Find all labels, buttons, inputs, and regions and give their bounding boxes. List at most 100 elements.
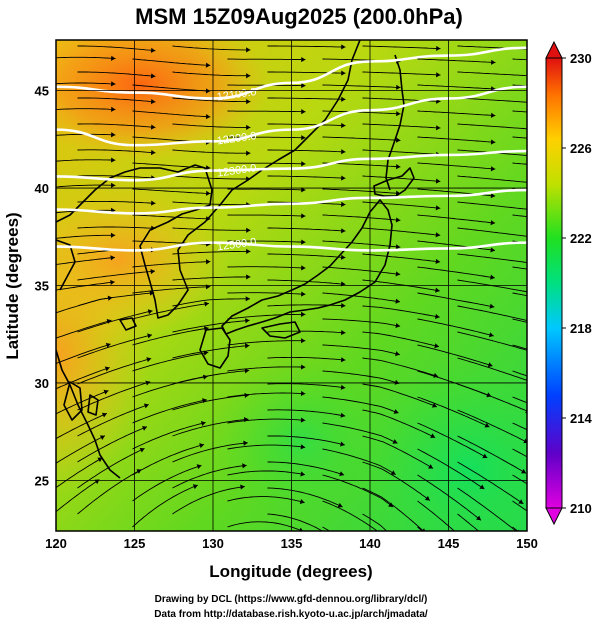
streamline-arrow <box>150 124 156 130</box>
streamline <box>417 474 482 521</box>
streamline-arrow <box>341 303 346 309</box>
streamline-arrow <box>415 561 420 566</box>
streamline-arrow <box>105 342 111 348</box>
colorbar: 210 214 218 222 226 230 <box>545 40 592 526</box>
y-tick-label: 45 <box>35 84 49 99</box>
streamline-arrow <box>531 180 536 185</box>
streamline-arrow <box>300 471 306 477</box>
streamline <box>267 383 346 389</box>
streamline-arrow <box>435 125 441 131</box>
streamline-arrow <box>435 287 440 293</box>
streamline-arrow <box>147 333 152 339</box>
streamline <box>172 123 251 128</box>
streamline <box>227 392 306 398</box>
streamline-arrow <box>111 55 116 61</box>
streamline-arrow <box>246 274 251 280</box>
streamline <box>457 487 517 531</box>
streamline-arrow <box>103 389 109 395</box>
streamline <box>56 159 116 162</box>
streamline <box>56 56 116 59</box>
streamline-arrow <box>340 441 345 447</box>
streamline-arrow <box>395 322 401 329</box>
streamline-arrow <box>384 536 389 541</box>
streamline <box>322 188 401 195</box>
x-tick-labels: 120 125 130 135 140 145 150 <box>45 536 538 551</box>
streamline <box>77 175 156 179</box>
streamline <box>417 266 495 279</box>
streamline <box>77 226 156 229</box>
y-tick-labels: 25 30 35 40 45 <box>35 84 49 489</box>
streamline-arrow <box>301 187 306 193</box>
streamline <box>417 292 495 308</box>
streamline <box>132 286 211 294</box>
streamline-arrow <box>341 175 346 181</box>
streamline-arrow <box>246 73 251 79</box>
streamline <box>322 318 401 327</box>
streamline <box>512 292 527 297</box>
streamline <box>362 71 441 76</box>
streamline <box>132 302 209 320</box>
continent-coastline <box>56 40 361 319</box>
streamline <box>132 58 211 66</box>
streamline-arrow <box>301 239 306 245</box>
streamline-arrow <box>337 502 343 508</box>
streamline-arrow <box>101 412 107 418</box>
streamline-arrow <box>111 81 116 87</box>
streamline <box>417 422 488 459</box>
streamline-arrow <box>394 379 400 385</box>
streamline <box>417 162 496 170</box>
streamline-arrow <box>111 106 116 112</box>
streamline <box>267 513 324 531</box>
streamline-arrow <box>341 228 346 234</box>
streamline-arrow <box>301 311 306 317</box>
streamline-arrow <box>490 274 495 280</box>
streamline-arrow <box>246 99 251 105</box>
streamline <box>362 149 441 156</box>
streamline-arrow <box>340 254 346 260</box>
lat-lon-grid <box>56 40 527 531</box>
y-tick-label: 25 <box>35 473 49 488</box>
streamline <box>77 381 151 411</box>
streamline-arrow <box>395 271 401 277</box>
streamline <box>172 486 245 515</box>
streamline <box>267 409 346 417</box>
streamline <box>362 175 441 182</box>
streamline <box>172 442 248 463</box>
streamline <box>172 276 251 281</box>
streamline <box>56 281 115 291</box>
credit-drawing: Drawing by DCL (https://www.gfd-dennou.o… <box>155 594 428 605</box>
streamline <box>362 279 440 292</box>
streamline-arrow <box>435 232 441 238</box>
streamline <box>362 227 441 236</box>
streamline-arrow <box>301 109 306 115</box>
streamline-arrow <box>578 453 583 458</box>
streamline <box>512 58 527 61</box>
streamline <box>227 496 305 504</box>
streamline <box>132 351 209 372</box>
streamline <box>512 422 527 431</box>
streamline-arrow <box>99 435 105 440</box>
plot-area <box>56 40 527 531</box>
streamline-arrow <box>576 483 581 487</box>
streamline-arrow <box>521 468 527 474</box>
streamline <box>322 396 399 414</box>
streamline-arrow <box>205 62 211 68</box>
streamline <box>512 526 519 531</box>
streamline-arrow <box>395 298 401 304</box>
streamline <box>512 162 527 165</box>
streamline <box>132 261 211 268</box>
streamline <box>132 188 211 194</box>
streamline-arrow <box>341 122 346 129</box>
streamline-arrow <box>245 296 250 302</box>
colorbar-tick-label: 230 <box>570 51 592 66</box>
streamline <box>56 479 100 513</box>
colorbar-tick-label: 214 <box>570 411 592 426</box>
streamline-arrow <box>523 438 527 444</box>
streamline <box>56 234 116 239</box>
streamline <box>267 45 346 48</box>
streamline-arrow <box>110 232 116 238</box>
streamline <box>417 214 496 224</box>
streamline <box>227 110 306 113</box>
streamline-arrow <box>301 161 306 167</box>
